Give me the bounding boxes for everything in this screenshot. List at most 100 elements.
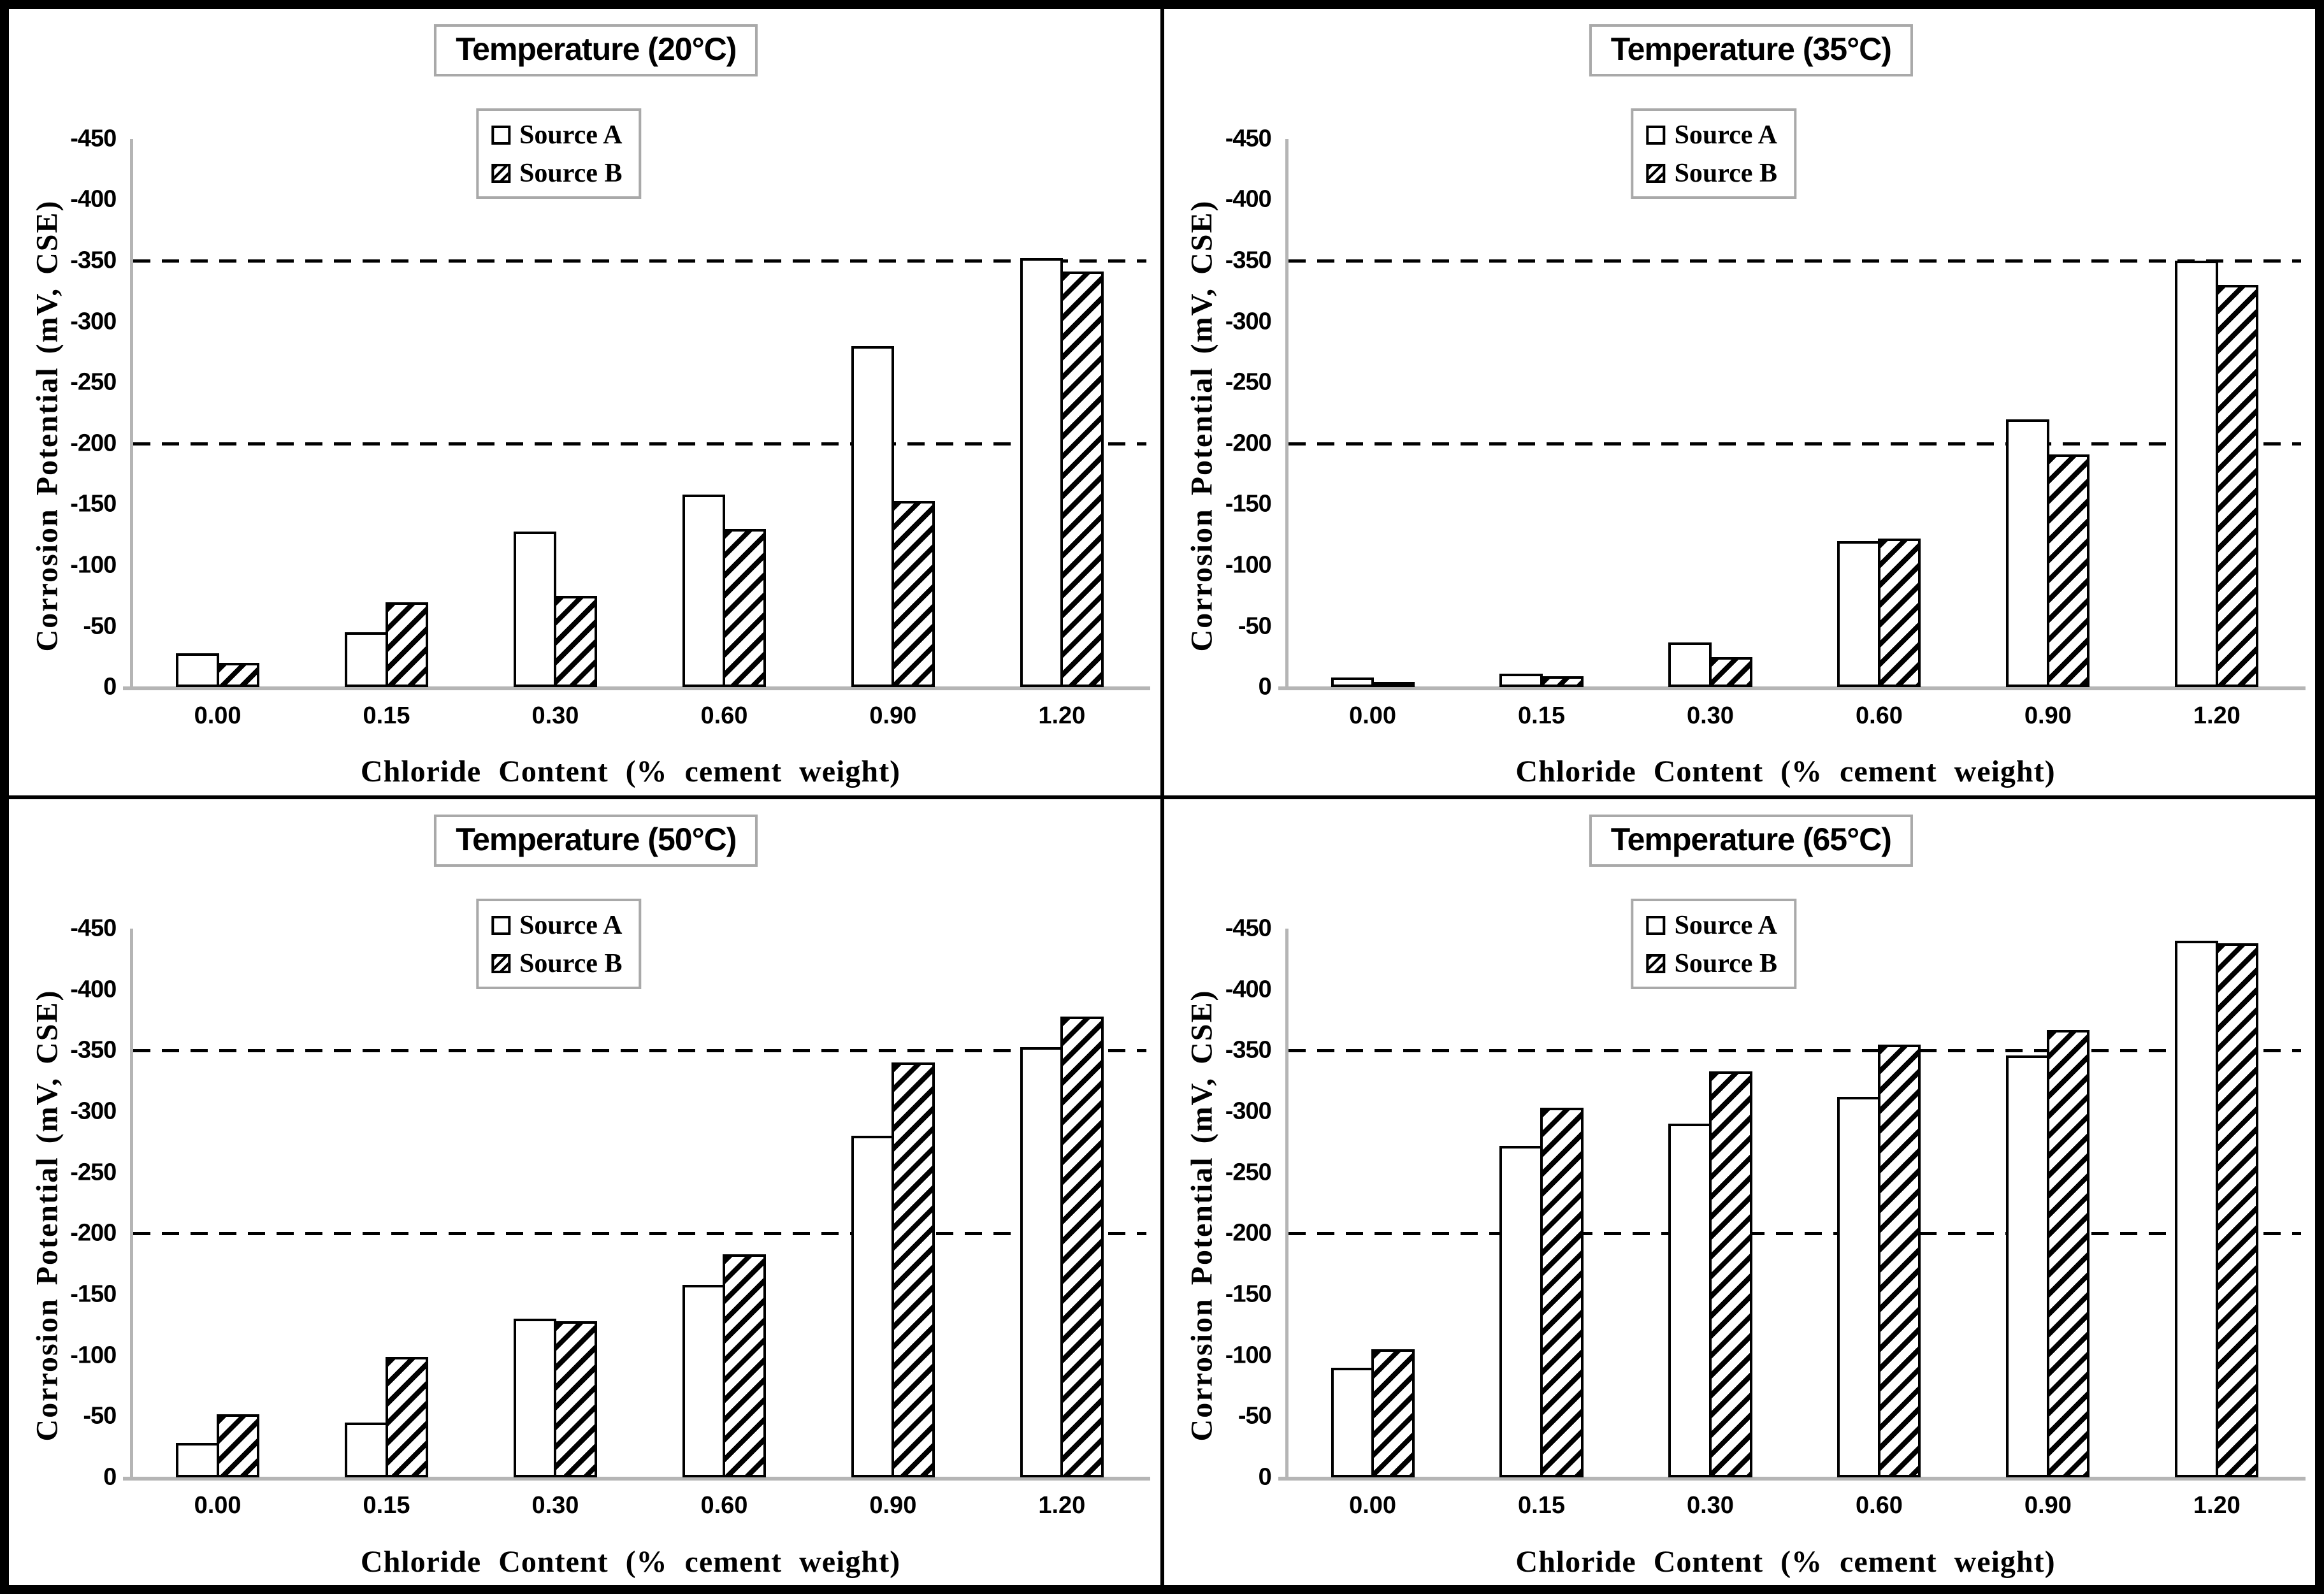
plot-area: Source A Source B xyxy=(1278,108,2306,691)
threshold-line-200 xyxy=(1288,442,2302,446)
y-tick-labels: 0 -50 -100 -150 -200 -250 -300 -350 -400 -450 xyxy=(9,915,126,1491)
bar-source-b xyxy=(1708,656,1752,688)
y-tick-labels: 0 -50 -100 -150 -200 -250 -300 -350 -400 -450 xyxy=(1164,125,1281,700)
legend-label: Source A xyxy=(1674,910,1777,940)
bar-group-0.30 xyxy=(471,139,640,688)
bar-group-0.90 xyxy=(1963,139,2132,688)
bar-source-a xyxy=(1331,677,1375,688)
y-tick-label: -250 xyxy=(70,1159,117,1186)
x-tick-label: 1.20 xyxy=(2193,1492,2241,1519)
threshold-line-350 xyxy=(1288,1049,2302,1053)
threshold-line-200 xyxy=(1288,1232,2302,1236)
bar-source-a xyxy=(851,1136,895,1477)
bar-source-a xyxy=(682,1284,726,1477)
bar-source-b xyxy=(1371,682,1415,688)
y-tick-label: -100 xyxy=(1225,1342,1272,1369)
bar-group-0.60 xyxy=(1794,139,1963,688)
x-tick-label: 0.30 xyxy=(531,1492,579,1519)
x-tick-label: 1.20 xyxy=(1038,1492,1086,1519)
bar-source-a xyxy=(176,1443,219,1477)
threshold-line-200 xyxy=(133,442,1146,446)
bar-source-a xyxy=(1837,1097,1880,1477)
x-tick-label: 1.20 xyxy=(2193,702,2241,729)
bar-group-0.15 xyxy=(1457,139,1626,688)
bar-source-b xyxy=(1371,1349,1415,1477)
panel-temperature-35c: Temperature (35°C) Corrosion Potential (… xyxy=(1162,7,2317,797)
hatched-swatch-icon xyxy=(491,953,511,973)
bar-source-a xyxy=(1331,1367,1375,1477)
bar-source-a xyxy=(1020,1047,1064,1477)
white-swatch-icon xyxy=(491,915,511,935)
panel-temperature-65c: Temperature (65°C) Corrosion Potential (… xyxy=(1162,797,2317,1587)
y-tick-label: -200 xyxy=(70,1219,117,1247)
x-tick-label: 0.30 xyxy=(1686,702,1734,729)
x-axis-title: Chloride Content (% cement weight) xyxy=(1515,755,2056,789)
bar-source-a xyxy=(513,531,557,688)
legend-label: Source B xyxy=(1674,159,1777,189)
x-axis-title: Chloride Content (% cement weight) xyxy=(360,755,901,789)
chart-title-box: Temperature (35°C) xyxy=(1589,24,1913,76)
y-tick-label: -50 xyxy=(83,612,117,640)
legend-item-source-b: Source B xyxy=(491,948,622,979)
bar-group-0.30 xyxy=(1626,139,1795,688)
x-tick-labels: 0.00 0.15 0.30 0.60 0.90 1.20 xyxy=(133,1492,1146,1519)
y-tick-label: -50 xyxy=(1238,1402,1272,1430)
y-tick-label: -450 xyxy=(70,915,117,942)
x-tick-label: 0.00 xyxy=(194,702,242,729)
y-axis-line xyxy=(1285,138,1288,690)
bar-source-b xyxy=(891,500,935,688)
y-tick-label: -300 xyxy=(1225,308,1272,335)
legend-item-source-a: Source A xyxy=(491,120,622,150)
y-tick-label: -350 xyxy=(1225,247,1272,274)
legend-item-source-b: Source B xyxy=(1646,158,1777,189)
y-tick-label: -100 xyxy=(70,1342,117,1369)
bar-source-b xyxy=(1708,1071,1752,1477)
y-axis-line xyxy=(130,138,134,690)
legend-item-source-a: Source A xyxy=(491,910,622,941)
y-tick-label: -450 xyxy=(70,125,117,152)
white-swatch-icon xyxy=(1646,915,1666,935)
panel-temperature-20c: Temperature (20°C) Corrosion Potential (… xyxy=(7,7,1162,797)
x-axis-title: Chloride Content (% cement weight) xyxy=(1515,1544,2056,1579)
legend-item-source-a: Source A xyxy=(1646,910,1777,941)
bar-source-b xyxy=(1060,1016,1104,1477)
y-tick-label: -350 xyxy=(70,247,117,274)
bar-group-0.15 xyxy=(1457,929,1626,1477)
y-tick-label: -300 xyxy=(1225,1098,1272,1125)
y-tick-label: -100 xyxy=(1225,551,1272,579)
bar-source-b xyxy=(385,602,429,688)
x-axis-line xyxy=(123,686,1151,691)
bar-group-0.60 xyxy=(640,929,809,1477)
x-tick-label: 0.00 xyxy=(1349,702,1397,729)
y-tick-label: 0 xyxy=(1258,673,1272,700)
y-tick-label: -50 xyxy=(83,1402,117,1430)
bar-source-a xyxy=(2006,1055,2049,1477)
bar-group-0.00 xyxy=(1288,139,1457,688)
legend-item-source-a: Source A xyxy=(1646,120,1777,150)
x-tick-label: 0.00 xyxy=(194,1492,242,1519)
plot-area: Source A Source B xyxy=(123,108,1151,691)
y-tick-label: -400 xyxy=(1225,976,1272,1003)
bar-group-0.90 xyxy=(809,139,978,688)
bar-source-b xyxy=(1540,1108,1584,1477)
bar-group-0.15 xyxy=(302,929,471,1477)
legend-label: Source B xyxy=(1674,948,1777,978)
bar-source-a xyxy=(1020,258,1064,688)
bar-source-b xyxy=(554,596,598,688)
bar-group-0.60 xyxy=(640,139,809,688)
x-tick-labels: 0.00 0.15 0.30 0.60 0.90 1.20 xyxy=(1288,702,2302,730)
chart-title: Temperature (50°C) xyxy=(456,821,737,857)
bar-source-b xyxy=(216,663,260,688)
bar-source-b xyxy=(2046,454,2090,688)
bar-source-b xyxy=(723,528,766,688)
white-swatch-icon xyxy=(491,126,511,145)
bar-group-0.00 xyxy=(1288,929,1457,1477)
y-tick-label: -150 xyxy=(70,490,117,518)
x-tick-label: 0.60 xyxy=(1855,1492,1903,1519)
x-tick-label: 0.30 xyxy=(531,702,579,729)
bar-source-a xyxy=(176,653,219,688)
bar-source-a xyxy=(1668,642,1712,688)
bar-source-b xyxy=(2215,943,2259,1477)
x-tick-label: 0.90 xyxy=(869,1492,917,1519)
